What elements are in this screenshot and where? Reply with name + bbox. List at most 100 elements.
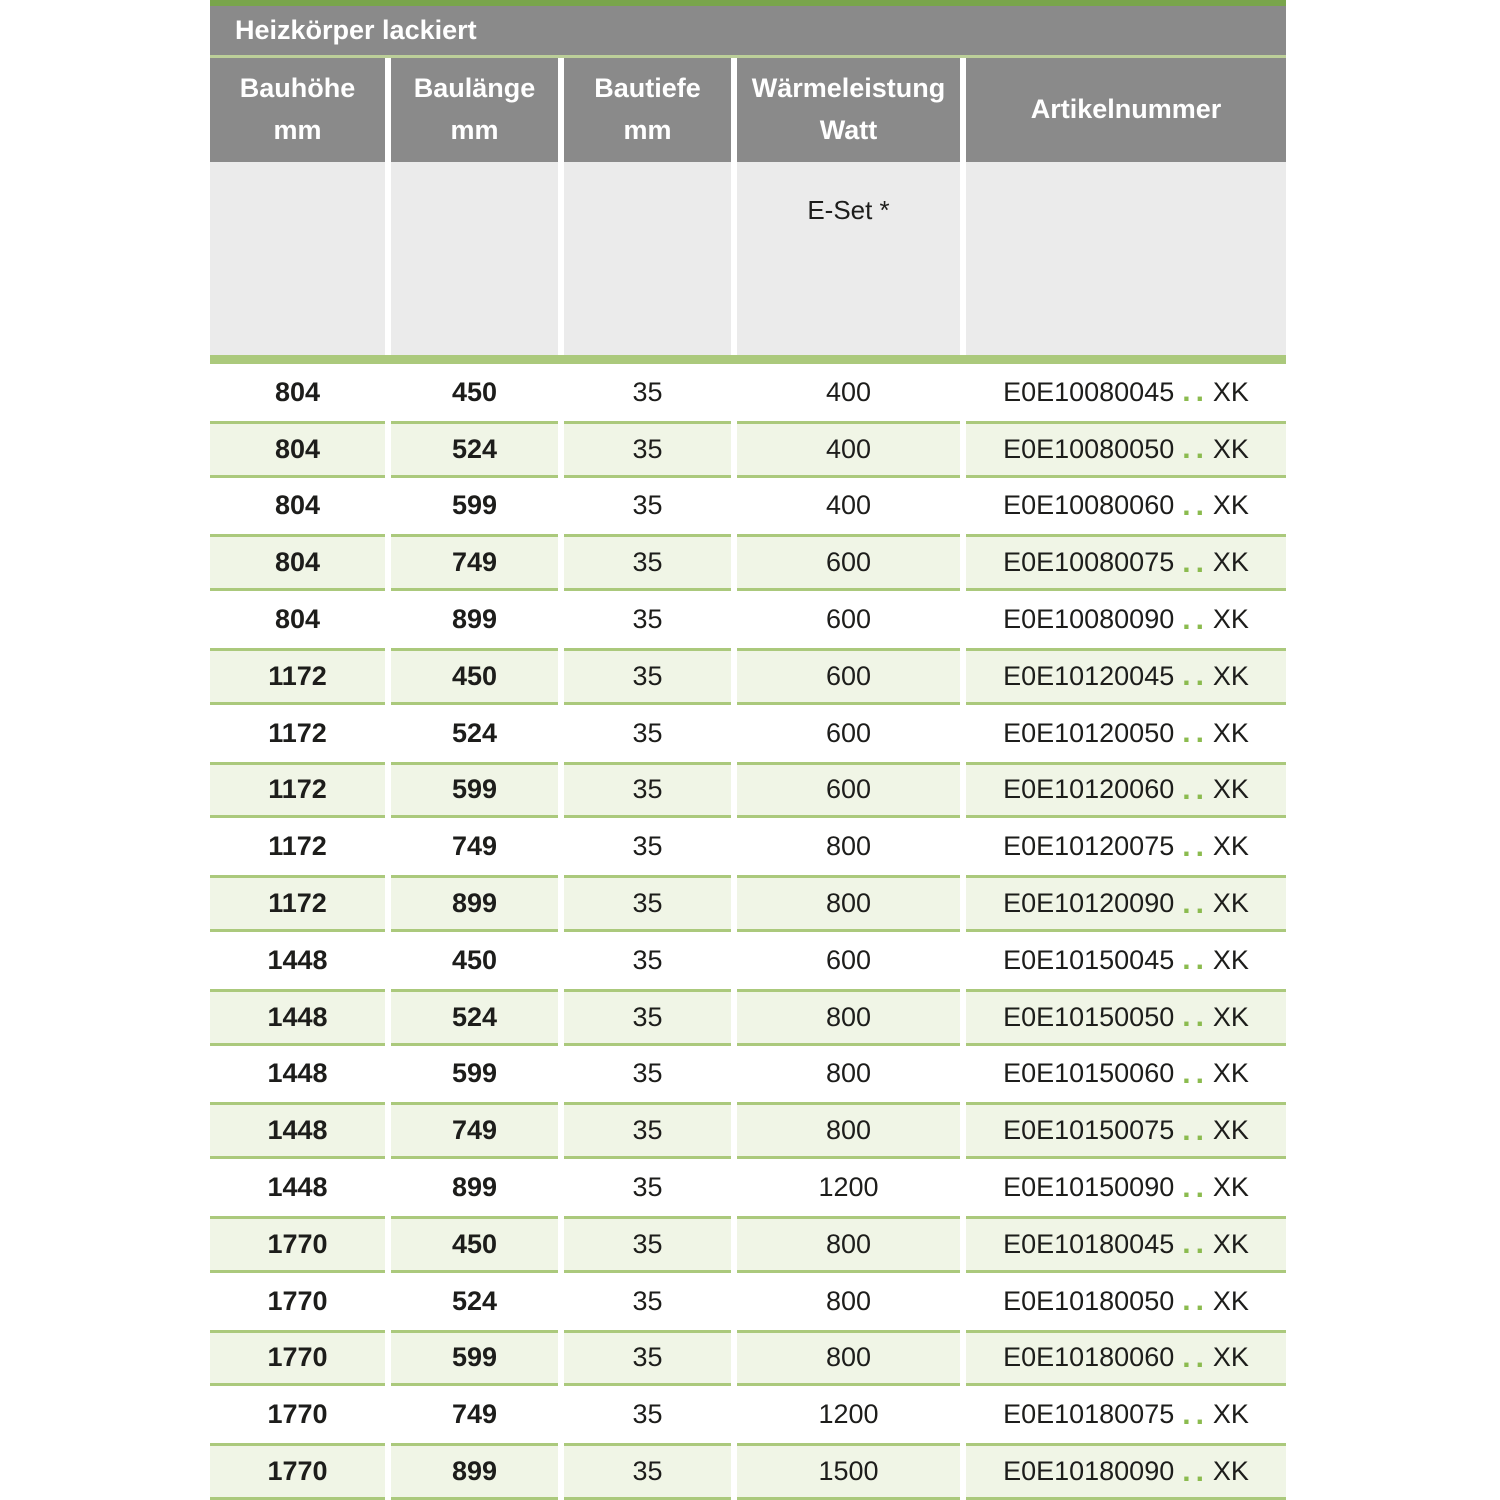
cell-baulaenge: 749 [391, 534, 558, 592]
cell-artikelnummer: E0E10180090 .. XK [966, 1443, 1286, 1500]
artikel-number: E0E10120050 [1003, 717, 1175, 748]
watt-value: 800 [825, 1342, 872, 1373]
cell-bauhoehe: 1448 [210, 988, 385, 1046]
bauhoehe-value: 1448 [267, 1172, 328, 1203]
cell-bauhoehe: 1448 [210, 1102, 385, 1160]
artikel-suffix: XK [1212, 1456, 1249, 1487]
cell-bautiefe: 35 [564, 761, 731, 819]
cell-artikelnummer: E0E10080075 .. XK [966, 534, 1286, 592]
bauhoehe-value: 1172 [268, 717, 327, 748]
cell-watt: 1500 [737, 1443, 960, 1500]
artikel-number: E0E10080045 [1003, 376, 1175, 407]
cell-watt: 1200 [737, 1159, 960, 1216]
bautiefe-value: 35 [632, 547, 663, 578]
table-header-row: Bauhöhe mm Baulänge mm Bautiefe mm Wärme… [210, 58, 1286, 162]
bautiefe-value: 35 [632, 1172, 663, 1203]
artikel-number: E0E10120045 [1003, 660, 1175, 691]
cell-bauhoehe: 1448 [210, 932, 385, 989]
artikel-placeholder-dots: .. [1182, 432, 1209, 466]
column-header-artikelnummer: Artikelnummer [966, 58, 1286, 162]
column-header-baulaenge: Baulänge mm [391, 58, 558, 162]
cell-baulaenge: 450 [391, 932, 558, 989]
product-table: Heizkörper lackiert Bauhöhe mm Baulänge … [210, 0, 1286, 1500]
baulaenge-value: 599 [451, 774, 498, 805]
cell-watt: 400 [737, 478, 960, 535]
bautiefe-value: 35 [632, 1342, 663, 1373]
table-row: 804 599 35 400 E0E10080060 .. XK [210, 478, 1286, 535]
baulaenge-value: 524 [451, 433, 498, 464]
cell-bauhoehe: 1448 [210, 1159, 385, 1216]
cell-baulaenge: 749 [391, 1386, 558, 1443]
cell-artikelnummer: E0E10150050 .. XK [966, 988, 1286, 1046]
bauhoehe-value: 1448 [267, 1115, 328, 1146]
table-row: 1770 524 35 800 E0E10180050 .. XK [210, 1273, 1286, 1330]
cell-baulaenge: 599 [391, 1329, 558, 1387]
cell-baulaenge: 524 [391, 420, 558, 478]
column-unit: mm [623, 115, 672, 145]
cell-bauhoehe: 1770 [210, 1215, 385, 1273]
table-row: 1770 899 35 1500 E0E10180090 .. XK [210, 1443, 1286, 1500]
bautiefe-value: 35 [632, 1399, 663, 1430]
artikel-suffix: XK [1212, 1115, 1249, 1146]
baulaenge-value: 599 [451, 1058, 498, 1089]
table-row: 1172 524 35 600 E0E10120050 .. XK [210, 705, 1286, 762]
cell-watt: 800 [737, 1102, 960, 1160]
watt-value: 800 [825, 1001, 872, 1032]
table-row: 1448 599 35 800 E0E10150060 .. XK [210, 1046, 1286, 1103]
cell-watt: 800 [737, 1273, 960, 1330]
artikel-suffix: XK [1212, 490, 1249, 521]
cell-artikelnummer: E0E10080060 .. XK [966, 478, 1286, 535]
cell-watt: 1200 [737, 1386, 960, 1443]
cell-watt: 600 [737, 705, 960, 762]
table-row: 804 524 35 400 E0E10080050 .. XK [210, 420, 1286, 478]
artikel-suffix: XK [1212, 831, 1249, 862]
bautiefe-value: 35 [632, 660, 663, 691]
artikel-suffix: XK [1212, 433, 1249, 464]
watt-value: 400 [825, 376, 872, 407]
cell-watt: 800 [737, 1046, 960, 1103]
cell-baulaenge: 599 [391, 761, 558, 819]
watt-value: 800 [825, 1058, 872, 1089]
artikel-suffix: XK [1212, 547, 1249, 578]
cell-bauhoehe: 1172 [210, 761, 385, 819]
cell-bautiefe: 35 [564, 1102, 731, 1160]
artikel-placeholder-dots: .. [1182, 1227, 1209, 1261]
table-row: 1448 450 35 600 E0E10150045 .. XK [210, 932, 1286, 989]
bauhoehe-value: 1770 [267, 1228, 328, 1259]
cell-bautiefe: 35 [564, 932, 731, 989]
table-top-accent-bar [210, 0, 1286, 6]
watt-value: 600 [825, 717, 872, 748]
table-title-bar: Heizkörper lackiert [210, 6, 1286, 55]
bauhoehe-value: 1172 [268, 774, 327, 805]
bautiefe-value: 35 [632, 1285, 663, 1316]
artikel-suffix: XK [1212, 1001, 1249, 1032]
watt-value: 400 [825, 490, 872, 521]
artikel-suffix: XK [1212, 376, 1249, 407]
cell-baulaenge: 524 [391, 988, 558, 1046]
cell-bautiefe: 35 [564, 875, 731, 932]
cell-watt: 600 [737, 932, 960, 989]
cell-artikelnummer: E0E10150075 .. XK [966, 1102, 1286, 1160]
artikel-number: E0E10120090 [1003, 888, 1175, 919]
cell-artikelnummer: E0E10120060 .. XK [966, 761, 1286, 819]
cell-artikelnummer: E0E10080050 .. XK [966, 420, 1286, 478]
cell-artikelnummer: E0E10080045 .. XK [966, 364, 1286, 421]
cell-artikelnummer: E0E10120045 .. XK [966, 647, 1286, 705]
subheader-cell [564, 162, 731, 355]
column-header-bautiefe: Bautiefe mm [564, 58, 731, 162]
cell-bautiefe: 35 [564, 1386, 731, 1443]
cell-watt: 400 [737, 364, 960, 421]
artikel-placeholder-dots: .. [1182, 943, 1209, 977]
artikel-number: E0E10150090 [1003, 1172, 1175, 1203]
bauhoehe-value: 804 [274, 376, 321, 407]
table-row: 1448 899 35 1200 E0E10150090 .. XK [210, 1159, 1286, 1216]
cell-bautiefe: 35 [564, 988, 731, 1046]
bauhoehe-value: 1172 [268, 831, 327, 862]
cell-bauhoehe: 1770 [210, 1273, 385, 1330]
baulaenge-value: 524 [451, 1285, 498, 1316]
cell-baulaenge: 749 [391, 818, 558, 875]
cell-artikelnummer: E0E10180045 .. XK [966, 1215, 1286, 1273]
artikel-number: E0E10080090 [1003, 604, 1175, 635]
artikel-placeholder-dots: .. [1182, 1056, 1209, 1090]
column-unit: mm [273, 115, 322, 145]
